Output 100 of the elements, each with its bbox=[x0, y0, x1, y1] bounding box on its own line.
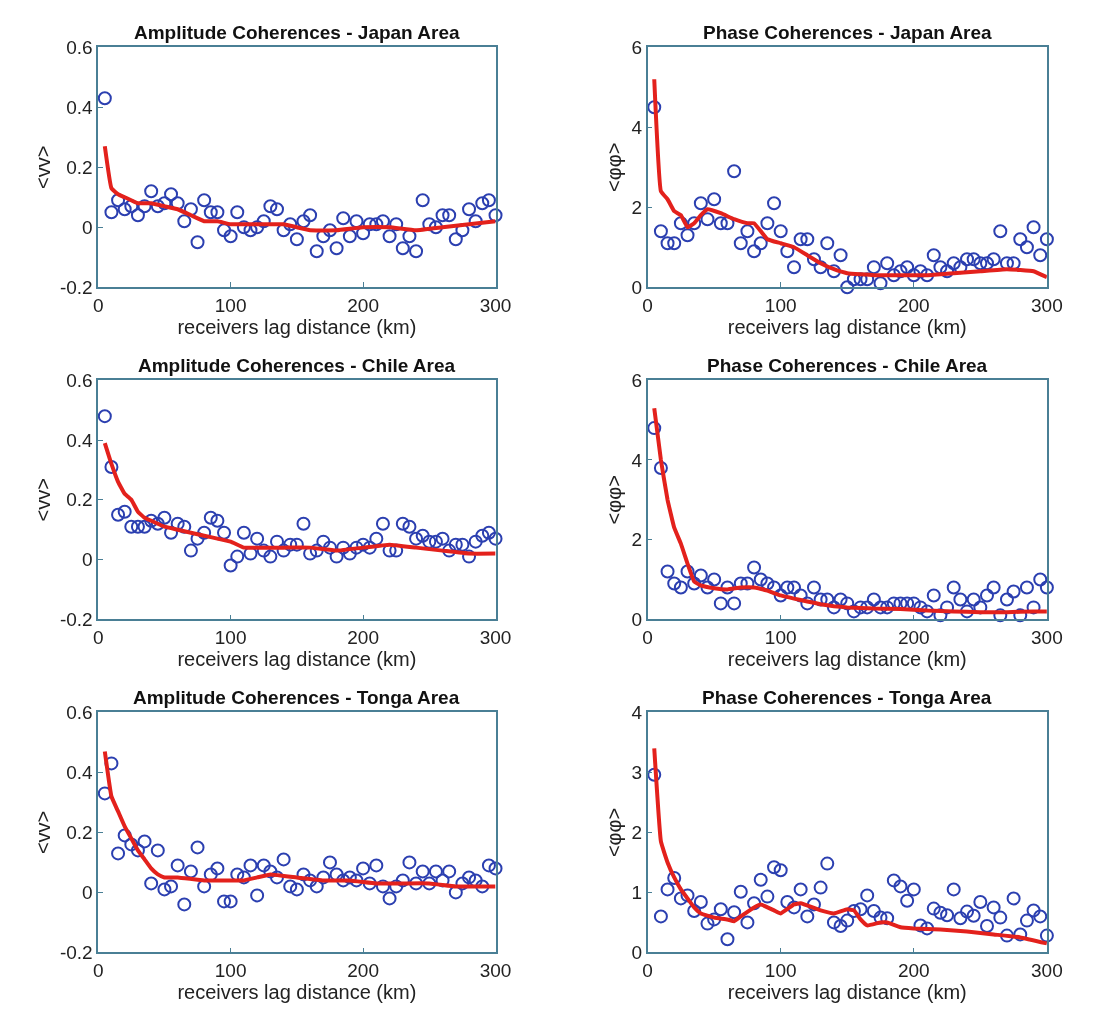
point bbox=[693, 568, 708, 583]
point bbox=[853, 902, 868, 917]
y-tick-label: 0.4 bbox=[66, 762, 94, 784]
point bbox=[767, 196, 782, 211]
point bbox=[747, 244, 762, 259]
point bbox=[117, 504, 132, 519]
point bbox=[309, 879, 324, 894]
y-tick-label: -0.2 bbox=[59, 608, 93, 630]
point bbox=[369, 531, 384, 546]
x-tick-label: 200 bbox=[347, 294, 379, 316]
point bbox=[880, 600, 895, 615]
point bbox=[322, 540, 337, 555]
point bbox=[866, 904, 881, 919]
point bbox=[840, 596, 855, 611]
point bbox=[900, 893, 915, 908]
point bbox=[157, 196, 172, 211]
point bbox=[124, 519, 139, 534]
point bbox=[966, 592, 981, 607]
x-tick-label: 200 bbox=[897, 294, 930, 316]
point bbox=[217, 223, 232, 238]
point bbox=[966, 908, 981, 923]
point bbox=[727, 596, 742, 611]
point bbox=[880, 256, 895, 271]
point bbox=[375, 879, 390, 894]
point bbox=[946, 256, 961, 271]
point bbox=[667, 871, 682, 886]
point bbox=[316, 870, 331, 885]
point bbox=[468, 214, 483, 229]
point bbox=[236, 870, 251, 885]
point bbox=[428, 220, 443, 235]
point bbox=[336, 873, 351, 888]
point bbox=[920, 921, 935, 936]
point bbox=[667, 236, 682, 251]
point bbox=[256, 858, 271, 873]
point bbox=[455, 537, 470, 552]
point bbox=[415, 864, 430, 879]
point bbox=[873, 910, 888, 925]
point bbox=[369, 858, 384, 873]
point bbox=[250, 531, 265, 546]
point bbox=[773, 863, 788, 878]
point bbox=[349, 214, 364, 229]
y-tick-label: -0.2 bbox=[59, 276, 93, 298]
point bbox=[946, 882, 961, 897]
x-tick-label: 200 bbox=[347, 959, 379, 981]
point bbox=[846, 604, 861, 619]
y-tick-label: 2 bbox=[631, 529, 643, 551]
point bbox=[893, 879, 908, 894]
point bbox=[283, 537, 298, 552]
point bbox=[813, 880, 828, 895]
point bbox=[727, 164, 742, 179]
x-tick-label: 300 bbox=[1031, 294, 1063, 316]
point bbox=[137, 519, 152, 534]
point bbox=[289, 882, 304, 897]
point bbox=[1006, 891, 1021, 906]
point bbox=[860, 600, 875, 615]
point bbox=[926, 588, 941, 603]
x-tick-label: 200 bbox=[897, 626, 930, 648]
x-tick-label: 100 bbox=[214, 294, 247, 316]
y-tick-label: 0.2 bbox=[66, 822, 93, 844]
point bbox=[767, 860, 782, 875]
point bbox=[913, 600, 928, 615]
point bbox=[713, 216, 728, 231]
point bbox=[940, 600, 955, 615]
point bbox=[296, 516, 311, 531]
point bbox=[448, 537, 463, 552]
point bbox=[210, 205, 225, 220]
point bbox=[111, 846, 126, 861]
point bbox=[137, 834, 152, 849]
point bbox=[886, 873, 901, 888]
point bbox=[986, 900, 1001, 915]
point bbox=[793, 588, 808, 603]
y-tick-label: 0 bbox=[631, 608, 643, 630]
point bbox=[740, 576, 755, 591]
point bbox=[806, 897, 821, 912]
y-tick-label: 2 bbox=[631, 196, 643, 218]
point bbox=[422, 534, 437, 549]
point bbox=[190, 531, 205, 546]
point bbox=[362, 876, 377, 891]
point bbox=[1013, 927, 1028, 942]
point bbox=[747, 560, 762, 575]
point bbox=[993, 608, 1008, 623]
x-tick-label: 300 bbox=[479, 959, 512, 981]
point bbox=[833, 919, 848, 934]
point bbox=[993, 910, 1008, 925]
point bbox=[1006, 584, 1021, 599]
point bbox=[720, 580, 735, 595]
x-tick-label: 200 bbox=[897, 959, 930, 981]
point bbox=[1039, 232, 1054, 247]
y-tick-label: 0 bbox=[82, 216, 93, 238]
point bbox=[203, 205, 218, 220]
point bbox=[442, 208, 457, 223]
point bbox=[342, 229, 357, 244]
point bbox=[826, 264, 841, 279]
point bbox=[488, 208, 503, 223]
point bbox=[170, 196, 185, 211]
point bbox=[488, 531, 503, 546]
point bbox=[276, 543, 291, 558]
point bbox=[329, 241, 344, 256]
point bbox=[144, 184, 159, 199]
point bbox=[263, 199, 278, 214]
